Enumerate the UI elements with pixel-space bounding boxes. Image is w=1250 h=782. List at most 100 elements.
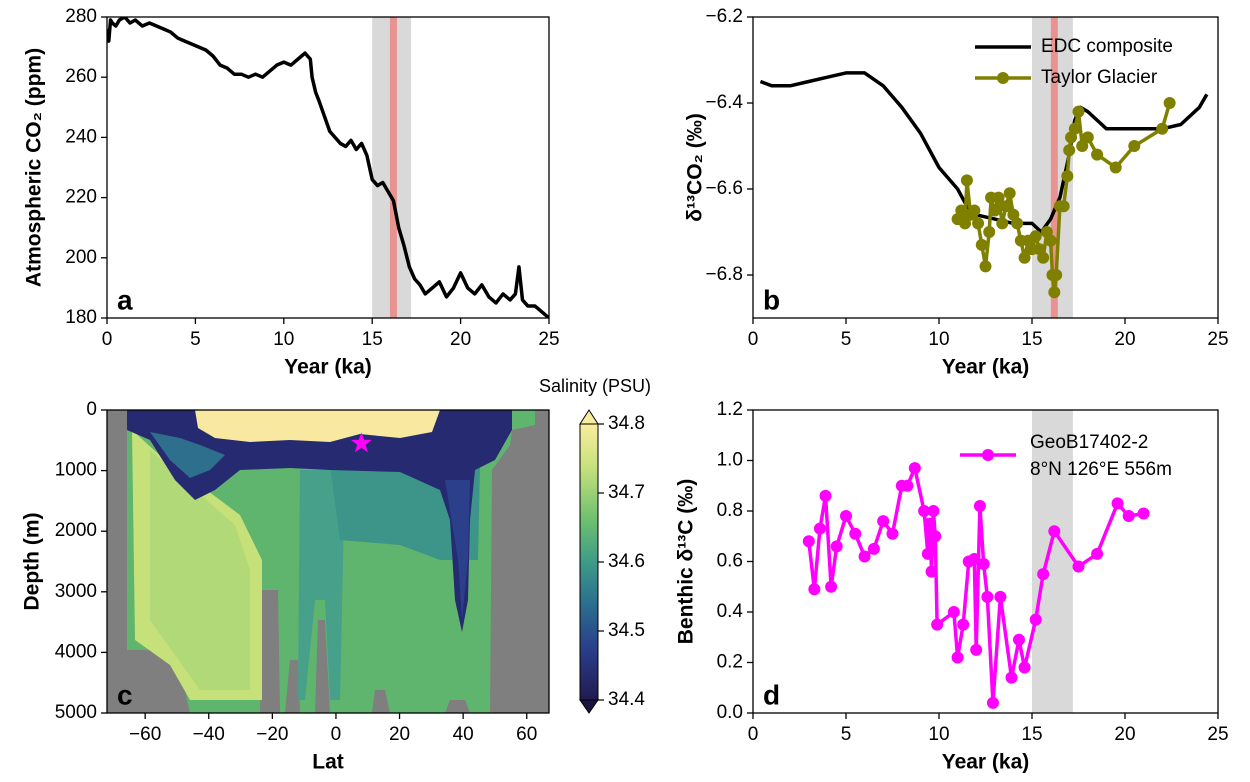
data-point [1003,187,1016,200]
y-tick-label: 4000 [55,641,97,662]
colorbar [579,423,599,701]
data-point [1091,547,1104,560]
colorbar-label: Salinity (PSU) [539,376,651,396]
y-tick-label: −6.2 [705,6,743,27]
x-tick-label: 10 [928,724,949,745]
y-axis-label: Atmospheric CO₂ (ppm) [23,48,46,287]
highlight-line [1050,17,1058,318]
x-tick-label: 10 [928,329,949,350]
y-tick-label: −6.4 [705,92,743,113]
data-point [979,260,992,273]
data-point [1057,200,1070,213]
x-tick-label: −60 [129,724,161,745]
panel-letter: d [763,679,780,710]
series-line [107,17,549,318]
data-point [923,517,936,530]
data-point [858,550,871,563]
data-point [819,489,832,502]
y-tick-label: 0.8 [717,500,743,521]
data-point [1163,97,1176,109]
x-tick-label: 5 [841,329,852,350]
x-tick-label: 0 [331,724,342,745]
data-point [973,499,986,512]
data-point [1068,122,1081,135]
data-point [1048,286,1061,299]
panel-letter: c [117,679,133,710]
y-tick-label: 0.2 [717,652,743,673]
data-point [999,200,1012,213]
x-tick-label: 20 [450,329,471,350]
x-axis-label: Year (ka) [942,751,1030,774]
y-axis-label: Depth (m) [21,513,44,611]
y-tick-label: −6.6 [705,178,743,199]
data-point [918,505,931,517]
x-axis-label: Year (ka) [942,356,1030,379]
data-point [927,505,940,517]
data-point [1050,269,1063,281]
y-tick-label: 0.0 [717,702,743,723]
data-point [1037,251,1050,264]
data-point [825,580,838,593]
data-point [1029,230,1042,243]
data-point [986,696,999,709]
data-point [877,515,890,528]
colorbar-tick-label: 34.4 [608,689,645,710]
data-point [981,590,994,603]
data-point [1005,671,1018,684]
data-point [908,462,921,475]
data-point [1048,525,1061,538]
data-point [1037,568,1050,581]
x-tick-label: 20 [389,724,410,745]
data-point [1156,122,1169,135]
data-point [983,226,996,238]
data-point [992,191,1005,204]
y-tick-label: 200 [65,247,97,268]
colorbar-extend-top [579,409,599,425]
data-point [830,540,843,553]
data-point [947,606,960,618]
panel-letter: b [763,284,780,315]
data-point [1072,560,1085,573]
series-line [759,71,1209,234]
data-point [840,510,852,523]
data-point [1072,105,1085,118]
x-tick-label: 20 [1114,329,1135,350]
y-tick-label: 1.0 [717,450,743,471]
y-tick-label: 1000 [55,460,97,481]
y-tick-label: 220 [65,187,97,208]
data-point [1122,510,1135,523]
colorbar-tick-label: 34.7 [608,482,645,503]
y-axis-label: δ¹³CO₂ (‰) [684,113,707,221]
data-point [988,204,1001,217]
y-tick-label: 280 [65,6,97,27]
y-tick-label: −6.8 [705,264,743,285]
legend-label: Taylor Glacier [1041,67,1158,88]
x-tick-label: 5 [841,724,852,745]
data-point [977,558,990,571]
data-point [968,552,981,565]
data-point [968,204,981,217]
y-tick-label: 240 [65,126,97,147]
y-tick-label: 0.4 [717,601,744,622]
data-point [1081,131,1094,144]
data-point [1012,633,1025,646]
data-point [1018,251,1031,264]
x-tick-label: 0 [102,329,113,350]
data-point [1109,161,1122,174]
highlight-line [389,17,397,318]
data-point [1029,613,1042,626]
salinity-field [107,410,549,713]
x-tick-label: 15 [1021,329,1042,350]
y-tick-label: 0 [86,399,97,420]
data-point [972,217,985,230]
x-tick-label: 10 [273,329,294,350]
data-point [925,565,938,578]
data-point [813,522,826,535]
data-point [1111,497,1124,510]
data-point [929,530,942,543]
x-tick-label: 15 [1021,724,1042,745]
x-tick-label: 25 [1207,724,1228,745]
data-point [867,542,880,555]
data-point [931,618,944,631]
y-tick-label: 260 [65,66,97,87]
